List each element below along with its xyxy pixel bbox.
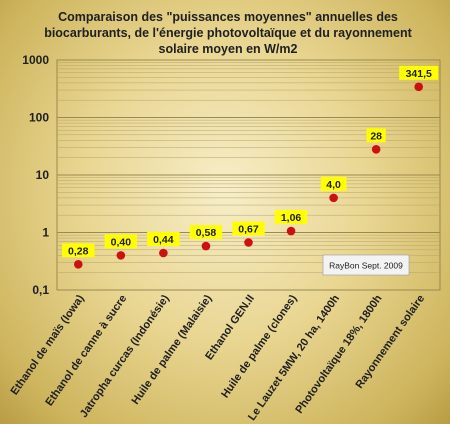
x-axis-category-labels: Ethanol de maïs (Iowa)Ethanol de canne à… <box>9 293 428 423</box>
x-category-label: Le Lauzet 5MW, 20 ha, 1400h <box>246 293 342 423</box>
annotation-box <box>322 254 410 276</box>
data-label-bg <box>366 128 386 143</box>
data-label: 0,44 <box>153 234 174 246</box>
data-label: 0,67 <box>238 224 259 236</box>
data-label-bg <box>232 221 265 236</box>
x-category-label: Photovoltaïque 18%, 1800h <box>293 293 384 416</box>
y-tick-label: 10 <box>36 168 50 182</box>
annotation-text: RayBon Sept. 2009 <box>329 261 403 271</box>
data-point <box>201 241 211 251</box>
data-point <box>159 248 168 258</box>
data-point <box>414 82 424 92</box>
data-label: 1,06 <box>281 212 302 224</box>
data-label-bg <box>104 234 138 249</box>
data-label-bg <box>274 210 308 225</box>
data-label-bg <box>147 232 180 247</box>
data-point <box>371 144 381 154</box>
x-category-label: Ethanol de maïs (Iowa) <box>9 293 87 398</box>
y-tick-label: 1 <box>42 226 49 240</box>
data-point <box>244 238 253 247</box>
y-tick-label: 0,1 <box>32 283 49 297</box>
data-label: 341,5 <box>406 68 432 80</box>
x-category-label: Ethanol de canne à sucre <box>43 293 129 409</box>
data-label-bg <box>399 65 439 80</box>
data-marks: 0,28 0,40 0,44 0,58 0,67 1,06 4,0 28 341,5 <box>62 65 439 269</box>
data-label-bg <box>62 243 95 258</box>
y-tick-label: 100 <box>29 111 49 125</box>
data-label-bg <box>320 176 347 191</box>
x-category-label: Huile de palme (clones) <box>219 293 299 401</box>
chart-title-line-2: biocarburants, de l'énergie photovoltaïq… <box>44 26 412 40</box>
y-tick-label: 1000 <box>22 53 49 67</box>
data-point <box>116 251 126 260</box>
data-label: 28 <box>370 130 382 142</box>
data-point <box>286 226 296 236</box>
y-axis-ticks: 0,1 1 10 100 1000 <box>22 53 49 297</box>
data-label-bg <box>189 225 223 240</box>
data-label: 0,28 <box>68 245 89 257</box>
data-point <box>329 193 338 203</box>
data-point <box>73 259 83 269</box>
chart-title-line-1: Comparaison des "puissances moyennes" an… <box>58 10 398 24</box>
data-label: 4,0 <box>326 179 341 191</box>
x-category-label: Huile de palme (Malaisie) <box>130 293 215 407</box>
data-label: 0,58 <box>196 227 217 239</box>
data-label: 0,40 <box>111 236 132 248</box>
chart-title-line-3: solaire moyen en W/m2 <box>159 42 298 56</box>
x-category-label: Jatropha curcas (Indonésie) <box>78 293 172 420</box>
